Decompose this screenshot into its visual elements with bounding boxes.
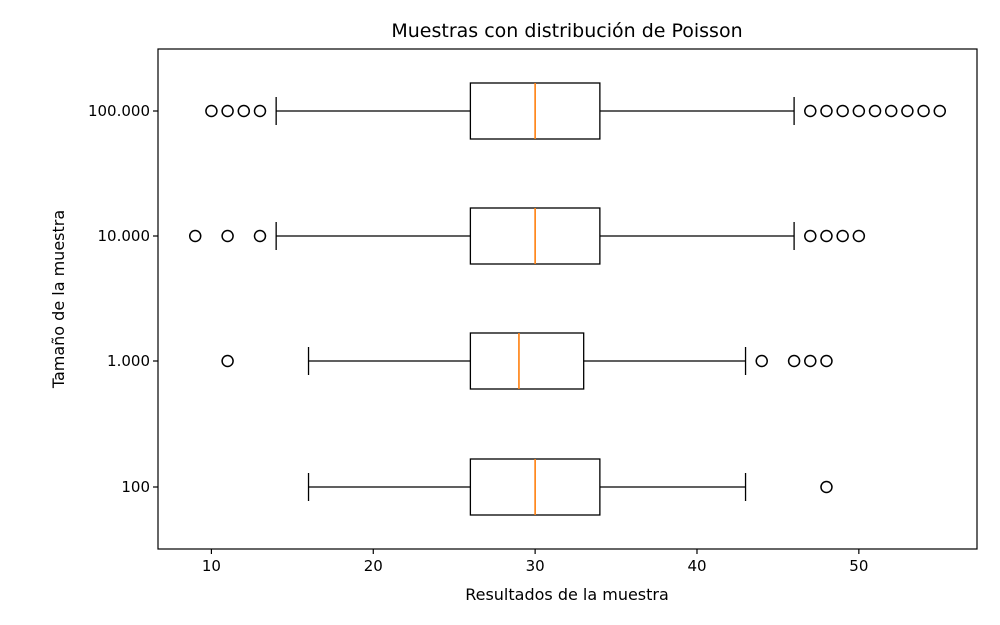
outlier-point <box>237 104 251 118</box>
outlier-point <box>804 104 817 118</box>
outlier-point <box>836 229 849 243</box>
outlier-point <box>917 104 930 118</box>
plot-content <box>188 82 947 516</box>
x-tick-label-50: 50 <box>849 557 868 575</box>
y-axis-label: Tamaño de la muestra <box>49 210 68 389</box>
x-axis-label: Resultados de la muestra <box>465 585 669 604</box>
outlier-point <box>884 104 898 118</box>
box-group-2 <box>188 207 866 265</box>
outlier-point <box>820 480 833 494</box>
outlier-point <box>755 354 768 368</box>
x-tick-label-30: 30 <box>526 557 545 575</box>
outlier-point <box>852 104 866 118</box>
box-group-0 <box>307 458 833 516</box>
box-group-3 <box>205 82 947 140</box>
chart-title: Muestras con distribución de Poisson <box>391 20 742 42</box>
outlier-point <box>836 104 849 118</box>
outlier-point <box>221 354 234 368</box>
outlier-point <box>852 229 866 243</box>
outlier-point <box>933 104 947 118</box>
x-tick-label-10: 10 <box>202 557 221 575</box>
box-group-1 <box>221 332 833 390</box>
outlier-point <box>804 354 817 368</box>
iqr-box <box>469 332 585 390</box>
y-tick-label-1: 1.000 <box>107 352 150 370</box>
outlier-point <box>188 229 202 243</box>
outlier-point <box>253 104 267 118</box>
x-tick-label-20: 20 <box>364 557 383 575</box>
outlier-point <box>221 104 234 118</box>
outlier-point <box>804 229 817 243</box>
outlier-point <box>253 229 267 243</box>
outlier-point <box>820 354 833 368</box>
x-tick-label-40: 40 <box>687 557 706 575</box>
outlier-point <box>868 104 882 118</box>
y-tick-label-3: 100.000 <box>88 102 150 120</box>
y-tick-label-2: 10.000 <box>98 227 151 245</box>
outlier-point <box>221 229 234 243</box>
y-tick-label-0: 100 <box>121 478 150 496</box>
outlier-point <box>787 354 801 368</box>
outlier-point <box>901 104 914 118</box>
outlier-point <box>205 104 218 118</box>
outlier-point <box>820 229 833 243</box>
plot-frame <box>157 48 978 550</box>
outlier-point <box>820 104 833 118</box>
